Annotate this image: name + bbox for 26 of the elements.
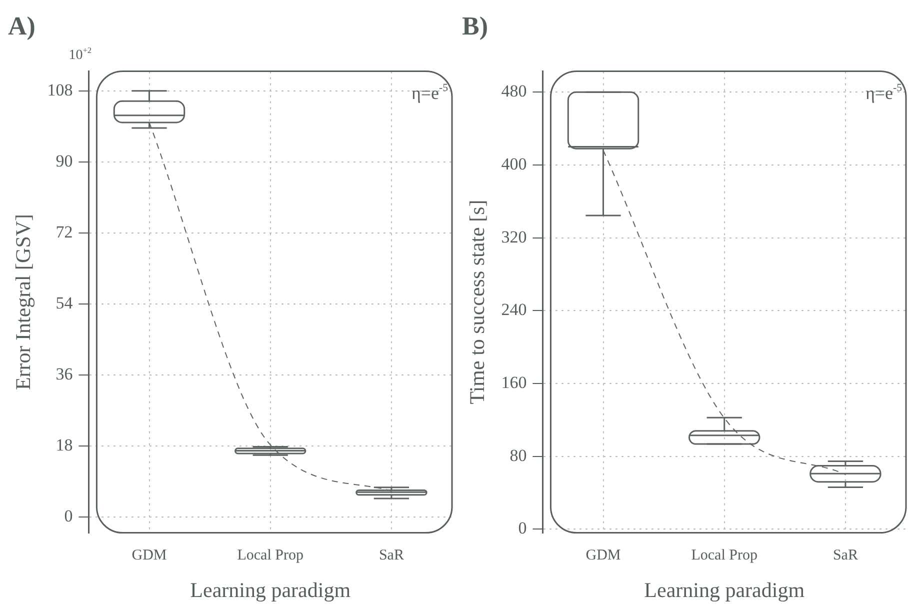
y-tick-label: 480: [501, 82, 527, 101]
y-tick-label: 90: [56, 151, 73, 170]
y-tick-label: 108: [47, 80, 73, 100]
chart-title: B): [462, 11, 488, 40]
y-tick-label: 160: [501, 372, 527, 392]
y-tick-label: 240: [501, 300, 527, 320]
y-axis-title: Time to success state [s]: [465, 200, 490, 404]
x-tick-label: Local Prop: [691, 548, 758, 564]
y-tick-label: 320: [501, 227, 527, 246]
x-tick-label: SaR: [378, 548, 404, 564]
x-axis-title: Learning paradigm: [190, 578, 351, 602]
y-tick-label: 72: [56, 222, 73, 242]
x-tick-label: Local Prop: [237, 548, 304, 564]
x-axis-title: Learning paradigm: [644, 578, 805, 602]
y-tick-label: 400: [501, 154, 527, 174]
x-tick-label: GDM: [586, 548, 621, 564]
y-tick-label: 36: [56, 364, 73, 384]
y-tick-label: 54: [56, 293, 74, 312]
y-tick-label: 0: [64, 506, 73, 526]
x-tick-label: GDM: [132, 548, 167, 564]
x-tick-label: SaR: [832, 548, 858, 564]
y-tick-label: 18: [56, 435, 73, 454]
y-axis-title: Error Integral [GSV]: [11, 214, 36, 390]
y-tick-label: 0: [518, 518, 527, 538]
chart-title: A): [8, 11, 36, 40]
y-tick-label: 80: [510, 446, 527, 465]
